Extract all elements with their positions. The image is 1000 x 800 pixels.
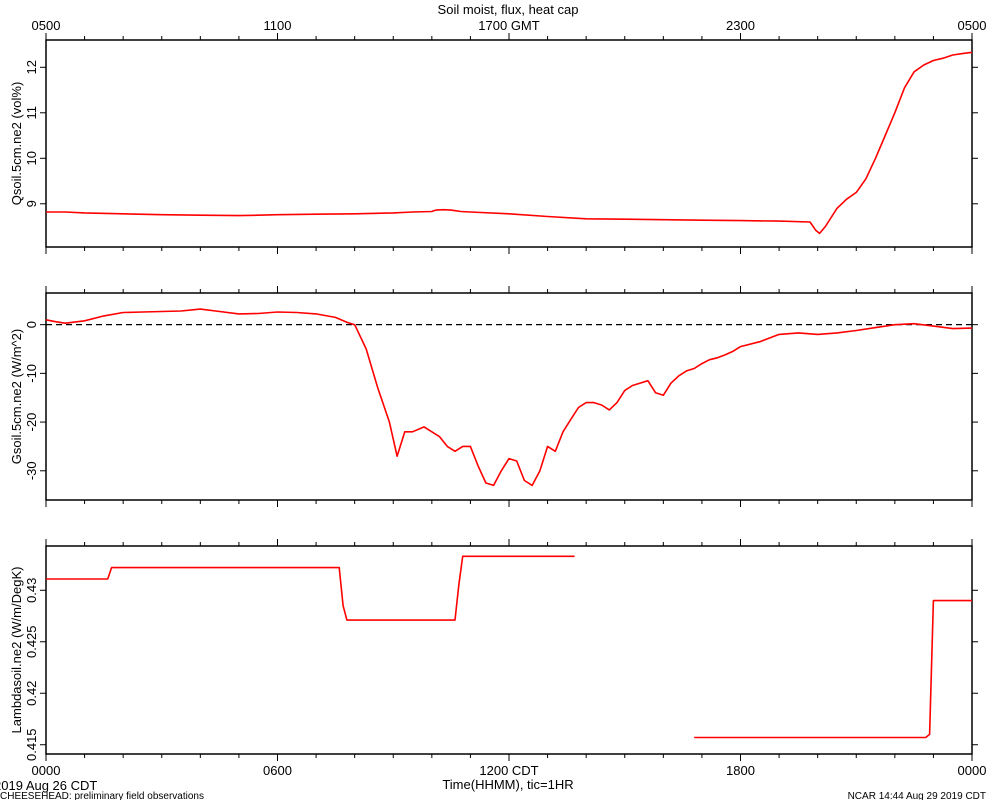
y-tick-label: 11: [24, 106, 39, 120]
y-tick-label: 0.42: [24, 681, 39, 706]
x-axis-label: Time(HHMM), tic=1HR: [442, 777, 573, 792]
panel-frame: [45, 39, 973, 248]
series-line-1: [46, 555, 575, 621]
panel-frame: [45, 545, 973, 755]
series-line-1: [45, 308, 973, 487]
y-tick-label: 12: [24, 60, 39, 74]
footer-credit: NCAR 14:44 Aug 29 2019 CDT: [848, 791, 986, 800]
bottom-tick-label: 1200 CDT: [479, 763, 538, 778]
chart-title: Soil moist, flux, heat cap: [438, 2, 579, 17]
top-tick-label: 0500: [958, 18, 987, 33]
series-line-2: [694, 599, 972, 739]
bottom-tick-label: 0600: [263, 763, 292, 778]
panel-frame: [45, 292, 973, 501]
top-time-axis: 0500 1100 1700 GMT 2300 0500: [32, 18, 987, 33]
bottom-tick-label: 0000: [32, 763, 61, 778]
y-tick-label: -20: [24, 413, 39, 432]
y-axis-label: Lambdasoil.ne2 (W/m/DegK): [9, 567, 24, 734]
bottom-time-axis: 0000 0600 1200 CDT 1800 0000: [32, 763, 987, 778]
y-tick-label: 0.415: [24, 728, 39, 761]
y-tick-label: 0.425: [24, 625, 39, 658]
y-tick-label: 10: [24, 151, 39, 165]
y-axis-label: Qsoil.5cm.ne2 (vol%): [9, 82, 24, 206]
top-tick-label: 1100: [264, 18, 292, 33]
top-tick-label: 0500: [32, 18, 61, 33]
y-axis-label: Gsoil.5cm.ne2 (W/m^2): [9, 329, 24, 464]
y-tick-label: 0: [24, 321, 39, 328]
footer-project: CHEESEHEAD: preliminary field observatio…: [0, 791, 204, 800]
series-line-1: [46, 51, 973, 235]
y-tick-label: -10: [24, 364, 39, 383]
y-tick-label: -30: [24, 461, 39, 480]
y-tick-label: 0.43: [24, 578, 39, 603]
bottom-tick-label: 1800: [726, 763, 755, 778]
top-tick-label: 1700 GMT: [478, 18, 539, 33]
bottom-tick-label: 0000: [958, 763, 987, 778]
footer-date: 2019 Aug 26 CDT: [0, 778, 97, 793]
y-tick-label: 9: [24, 200, 39, 207]
top-tick-label: 2300: [726, 18, 755, 33]
